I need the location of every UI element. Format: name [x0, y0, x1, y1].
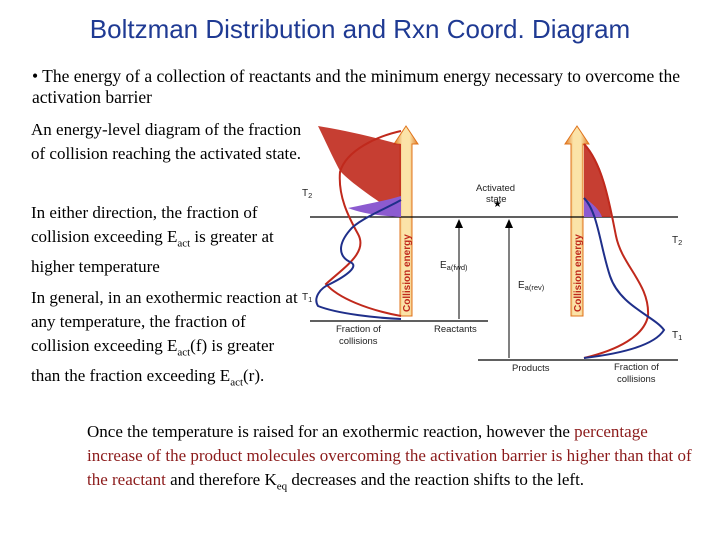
p3-part2: (f) is greater than the fraction exceedi…: [31, 336, 275, 386]
ea-fwd-arrow: [455, 219, 463, 319]
right-collision-energy-arrow: Collision energy: [564, 125, 590, 317]
fraction-left-line1: Fraction of: [336, 324, 381, 335]
products-label: Products: [512, 363, 550, 374]
conclusion-part1: Once the temperature is raised for an ex…: [87, 422, 575, 441]
paragraph-either-direction: In either direction, the fraction of col…: [31, 201, 303, 279]
p2-text-after: is greater at higher temperature: [31, 227, 274, 277]
conclusion-part2: and therefore K: [165, 470, 277, 489]
t1-right-main: T: [672, 330, 678, 341]
t2-left-label: T2: [302, 188, 312, 200]
conclusion-sub: eq: [276, 480, 288, 493]
p3-sub2: act: [230, 376, 244, 389]
conclusion-paragraph: Once the temperature is raised for an ex…: [87, 420, 707, 498]
ea-rev-label-main: E: [518, 280, 525, 291]
p2-sub: act: [177, 237, 191, 250]
activated-state-star-icon: ★: [493, 199, 502, 210]
t1-left-sub: 1: [308, 295, 312, 304]
t2-right-sub: 2: [678, 238, 682, 247]
fraction-right-line2: collisions: [617, 374, 656, 385]
t2-left-sub: 2: [308, 191, 312, 200]
left-t1-tail-shading: [348, 196, 401, 217]
t1-right-sub: 1: [678, 333, 682, 342]
reactants-label: Reactants: [434, 324, 477, 335]
energy-diagram: Collision energy Collision energy ★ Acti…: [302, 125, 682, 385]
fraction-right-line1: Fraction of: [614, 362, 659, 373]
t2-left-main: T: [302, 188, 308, 199]
ea-fwd-label: Ea(fwd): [440, 260, 468, 272]
p3-sub1: act: [177, 346, 191, 359]
left-t1-curve: [315, 199, 402, 320]
left-t2-curve: [324, 130, 402, 317]
paragraph-exothermic: In general, in an exothermic reaction at…: [31, 286, 303, 395]
t1-right-label: T1: [672, 330, 682, 342]
conclusion-part3: decreases and the reaction shifts to the…: [287, 470, 585, 489]
right-t2-tail-shading: [584, 144, 611, 217]
intro-bullet: • The energy of a collection of reactant…: [32, 66, 681, 107]
p2-text-before: In either direction, the fraction of col…: [31, 203, 258, 246]
right-collision-energy-label: Collision energy: [573, 234, 584, 312]
ea-rev-label: Ea(rev): [518, 280, 545, 292]
p3-part1: In general, in an exothermic reaction at…: [31, 288, 298, 355]
ea-fwd-label-sub: a(fwd): [447, 263, 468, 272]
p3-part3: (r).: [243, 366, 265, 386]
activated-state-label-line1: Activated: [476, 183, 515, 194]
t1-left-label: T1: [302, 292, 312, 304]
fraction-left-line2: collisions: [339, 336, 378, 347]
activated-state-label-line2: state: [486, 194, 507, 205]
right-t2-curve: [583, 143, 650, 359]
ea-rev-label-sub: a(rev): [525, 283, 545, 292]
t2-right-main: T: [672, 235, 678, 246]
t2-right-label: T2: [672, 235, 682, 247]
ea-fwd-label-main: E: [440, 260, 447, 271]
conclusion-highlight: percentage increase of the product molec…: [87, 422, 692, 489]
paragraph-energy-level: An energy-level diagram of the fraction …: [31, 120, 302, 163]
right-t1-curve: [583, 197, 666, 359]
t1-left-main: T: [302, 292, 308, 303]
left-t2-tail-shading: [318, 126, 401, 217]
ea-rev-arrow: [505, 219, 513, 358]
left-collision-energy-label: Collision energy: [402, 234, 413, 312]
page-title: Boltzman Distribution and Rxn Coord. Dia…: [89, 14, 631, 44]
